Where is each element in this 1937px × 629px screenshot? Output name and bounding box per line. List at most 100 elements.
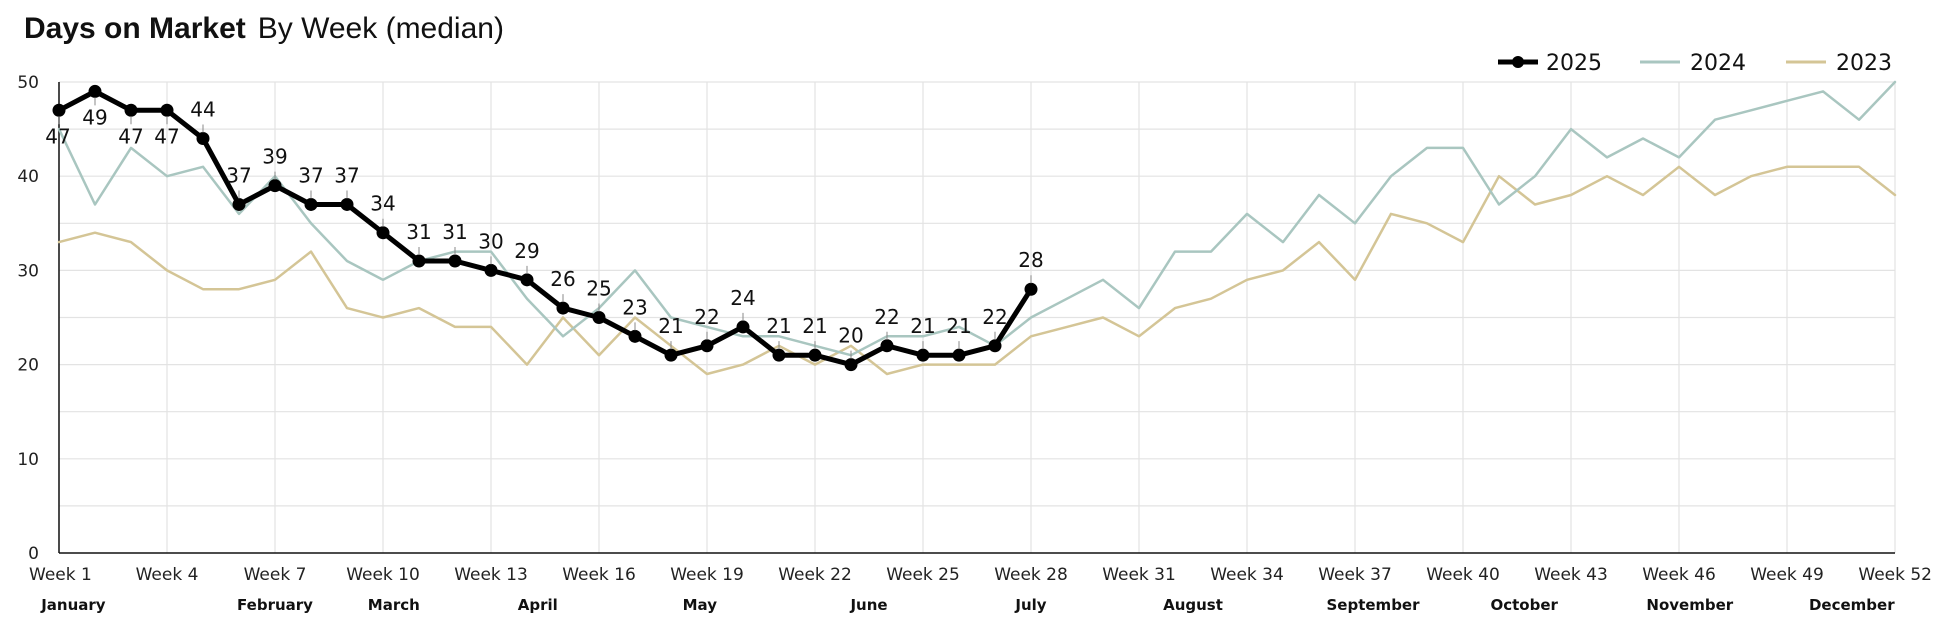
x-tick-label: Week 46 [1642,565,1716,585]
x-tick-label: Week 34 [1210,565,1284,585]
data-point-2025 [484,263,498,277]
tick-labels: 0 10 20 30 40 50 Week 1 Week 4 Week 7 Week 10 Week… [17,73,1932,614]
data-label: 23 [622,295,647,319]
x-tick-label: Week 19 [670,565,744,585]
data-point-2025 [412,254,426,268]
data-point-2025 [952,348,966,362]
y-tick-label: 10 [17,450,39,470]
data-label: 31 [406,220,431,244]
month-label: January [40,596,106,614]
data-label: 21 [658,314,683,338]
x-tick-label: Week 4 [136,565,199,585]
data-point-2025 [124,103,138,117]
data-point-2025 [880,339,894,353]
data-point-2025 [448,254,462,268]
data-label: 29 [514,239,539,263]
x-tick-label: Week 37 [1318,565,1392,585]
data-label: 22 [982,305,1007,329]
legend: 2025 2024 2023 [1498,51,1892,76]
data-label: 22 [874,305,899,329]
x-tick-label: Week 22 [778,565,852,585]
series-line-2024 [57,80,1897,357]
data-point-2025 [916,348,930,362]
data-label: 21 [802,314,827,338]
chart-title-bold: Days on Market [24,12,246,45]
month-label: May [683,596,718,614]
month-label: November [1646,596,1733,614]
data-point-2025 [160,103,174,117]
data-label: 47 [118,124,143,148]
data-label: 20 [838,324,863,348]
x-tick-label: Week 1 [29,565,92,585]
data-label: 28 [1018,248,1043,272]
month-label: December [1809,596,1895,614]
data-label: 44 [190,98,215,122]
x-tick-label: Week 25 [886,565,960,585]
data-label: 31 [442,220,467,244]
data-point-2025 [340,197,354,211]
data-point-2025 [52,103,66,117]
month-label: September [1327,596,1421,614]
month-label: July [1014,596,1046,614]
x-tick-label: Week 13 [454,565,528,585]
x-tick-label: Week 49 [1750,565,1824,585]
data-label: 21 [946,314,971,338]
legend-marker-2025 [1512,56,1524,68]
data-point-2025 [196,132,210,146]
y-tick-label: 40 [17,167,39,187]
x-tick-label: Week 31 [1102,565,1176,585]
data-label: 26 [550,267,575,291]
data-point-2025 [592,311,606,324]
x-tick-label: Week 16 [562,565,636,585]
data-point-2025 [268,179,282,193]
data-point-2025 [88,84,102,98]
data-point-2025 [628,329,642,343]
data-point-2025 [556,301,570,315]
data-labels: 47 49 47 47 44 37 39 37 37 34 31 31 30 29 26 25 23 21 22 24… [45,97,1044,359]
data-label: 34 [370,192,395,216]
data-label: 37 [298,163,323,187]
data-label: 47 [154,124,179,148]
month-label: October [1490,596,1558,614]
data-label: 21 [910,314,935,338]
data-point-2025 [520,273,534,287]
x-tick-label: Week 10 [346,565,420,585]
series-line-2025 [56,88,1034,368]
axes [58,82,1895,554]
data-label: 49 [82,105,107,129]
chart-title: Days on Market By Week (median) [24,12,504,45]
data-point-2025 [808,348,822,362]
x-tick-label: Week 7 [244,565,307,585]
data-point-2025 [844,358,858,372]
data-label: 37 [226,163,251,187]
grid [58,81,1896,553]
data-label: 22 [694,305,719,329]
data-point-2025 [736,320,750,334]
y-tick-label: 0 [28,544,39,564]
y-tick-label: 50 [17,73,39,93]
x-tick-label: Week 52 [1858,565,1932,585]
chart-title-rest: By Week (median) [258,12,504,45]
data-point-2025 [988,339,1002,353]
x-tick-label: Week 28 [994,565,1068,585]
data-label: 25 [586,277,611,301]
data-label: 30 [478,229,503,253]
series-line-2023 [57,165,1897,376]
data-point-2025 [664,348,678,362]
month-label: June [849,596,887,614]
data-point-2025 [772,348,786,362]
data-label: 24 [730,286,755,310]
legend-label-2025: 2025 [1546,51,1602,76]
month-label: February [237,596,313,614]
data-label: 39 [262,145,287,169]
data-point-2025 [700,339,714,353]
data-label: 47 [45,124,70,148]
data-label: 37 [334,163,359,187]
data-point-2025 [232,197,246,211]
legend-label-2024: 2024 [1690,51,1746,76]
data-point-2025 [1024,282,1038,296]
month-label: March [368,596,420,614]
y-tick-label: 30 [17,261,39,281]
legend-label-2023: 2023 [1836,51,1892,76]
